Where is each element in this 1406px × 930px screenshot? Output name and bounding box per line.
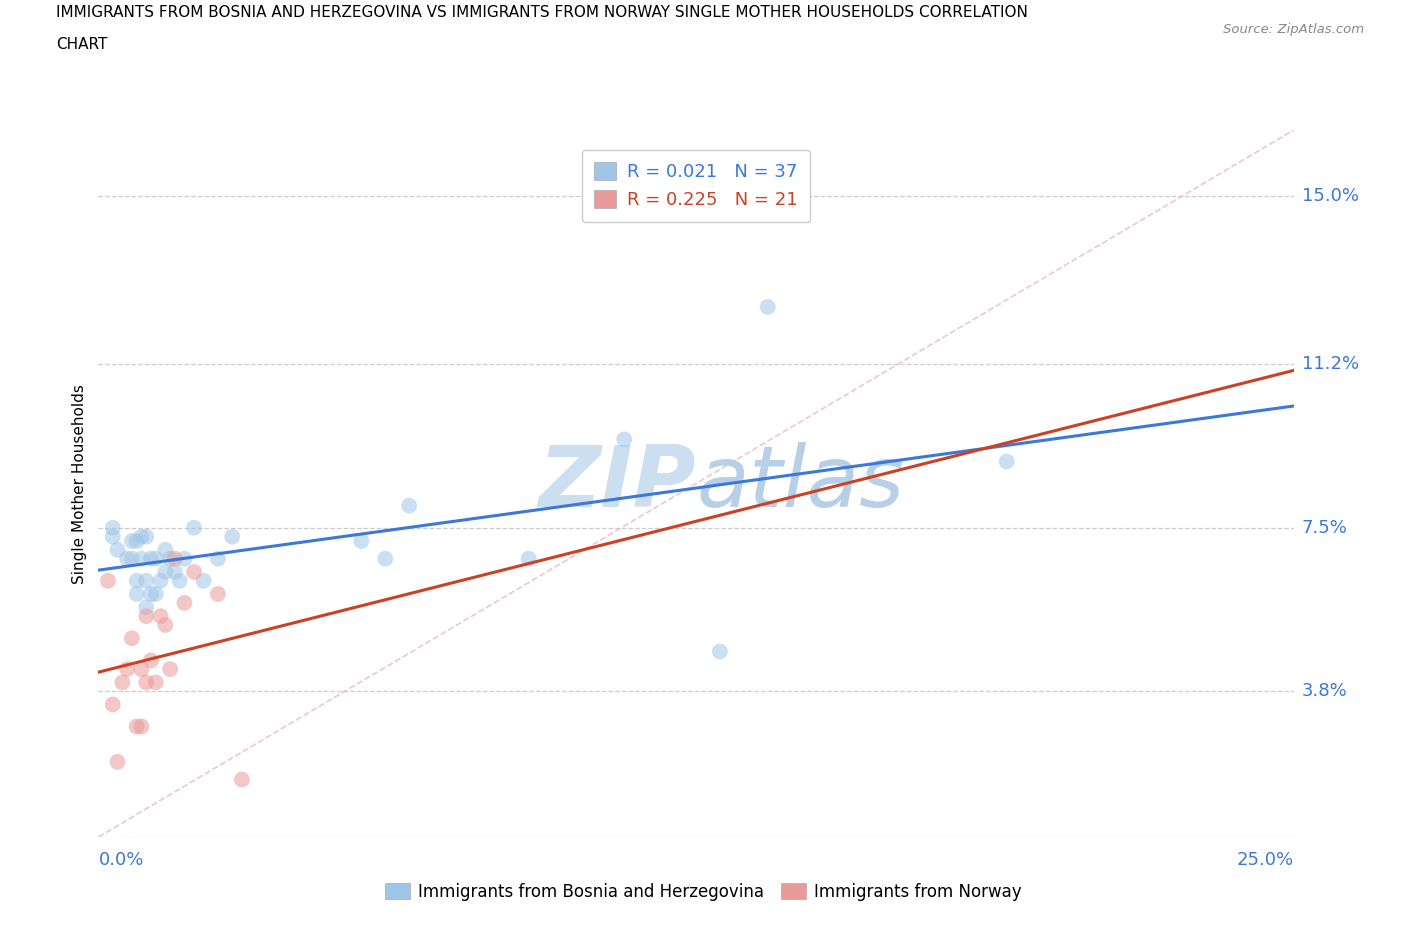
Point bbox=[517, 551, 540, 566]
Text: CHART: CHART bbox=[56, 37, 108, 52]
Point bbox=[135, 675, 157, 690]
Point bbox=[107, 754, 129, 769]
Point bbox=[155, 618, 177, 632]
Point bbox=[135, 600, 157, 615]
Point bbox=[115, 662, 138, 677]
Point bbox=[101, 698, 124, 712]
Point bbox=[155, 542, 177, 557]
Point bbox=[131, 719, 153, 734]
Point bbox=[398, 498, 420, 513]
Point bbox=[115, 551, 138, 566]
Point bbox=[121, 534, 143, 549]
Text: 15.0%: 15.0% bbox=[1302, 188, 1358, 206]
Text: 11.2%: 11.2% bbox=[1302, 355, 1360, 373]
Point bbox=[121, 551, 143, 566]
Point bbox=[163, 551, 186, 566]
Point bbox=[709, 644, 731, 658]
Point bbox=[149, 609, 172, 624]
Point bbox=[159, 551, 181, 566]
Legend: Immigrants from Bosnia and Herzegovina, Immigrants from Norway: Immigrants from Bosnia and Herzegovina, … bbox=[378, 876, 1028, 908]
Point bbox=[135, 609, 157, 624]
Point bbox=[995, 454, 1018, 469]
Point bbox=[139, 551, 162, 566]
Point bbox=[125, 587, 148, 602]
Point bbox=[125, 534, 148, 549]
Point bbox=[193, 573, 215, 589]
Point bbox=[183, 521, 205, 536]
Point bbox=[231, 772, 253, 787]
Legend: R = 0.021   N = 37, R = 0.225   N = 21: R = 0.021 N = 37, R = 0.225 N = 21 bbox=[582, 150, 810, 221]
Point bbox=[101, 521, 124, 536]
Point bbox=[135, 529, 157, 544]
Point bbox=[131, 551, 153, 566]
Text: 25.0%: 25.0% bbox=[1236, 851, 1294, 869]
Point bbox=[155, 565, 177, 579]
Text: 0.0%: 0.0% bbox=[98, 851, 143, 869]
Point bbox=[183, 565, 205, 579]
Text: Source: ZipAtlas.com: Source: ZipAtlas.com bbox=[1223, 23, 1364, 36]
Point bbox=[101, 529, 124, 544]
Point bbox=[163, 565, 186, 579]
Point bbox=[145, 551, 167, 566]
Text: atlas: atlas bbox=[696, 442, 904, 525]
Point bbox=[125, 719, 148, 734]
Point bbox=[111, 675, 134, 690]
Point bbox=[125, 573, 148, 589]
Text: IMMIGRANTS FROM BOSNIA AND HERZEGOVINA VS IMMIGRANTS FROM NORWAY SINGLE MOTHER H: IMMIGRANTS FROM BOSNIA AND HERZEGOVINA V… bbox=[56, 5, 1028, 20]
Point bbox=[145, 675, 167, 690]
Point bbox=[374, 551, 396, 566]
Point bbox=[221, 529, 243, 544]
Point bbox=[135, 573, 157, 589]
Point bbox=[169, 573, 191, 589]
Point bbox=[207, 587, 229, 602]
Point bbox=[145, 587, 167, 602]
Point bbox=[97, 573, 120, 589]
Point bbox=[139, 587, 162, 602]
Point bbox=[756, 299, 779, 314]
Point bbox=[159, 662, 181, 677]
Point bbox=[613, 432, 636, 447]
Text: 3.8%: 3.8% bbox=[1302, 683, 1347, 700]
Point bbox=[350, 534, 373, 549]
Y-axis label: Single Mother Households: Single Mother Households bbox=[72, 384, 87, 583]
Point bbox=[131, 662, 153, 677]
Point bbox=[207, 551, 229, 566]
Point bbox=[173, 551, 195, 566]
Point bbox=[149, 573, 172, 589]
Text: ZIP: ZIP bbox=[538, 442, 696, 525]
Point bbox=[139, 653, 162, 668]
Point bbox=[121, 631, 143, 645]
Point bbox=[173, 595, 195, 610]
Point bbox=[131, 529, 153, 544]
Text: 7.5%: 7.5% bbox=[1302, 519, 1348, 537]
Point bbox=[107, 542, 129, 557]
